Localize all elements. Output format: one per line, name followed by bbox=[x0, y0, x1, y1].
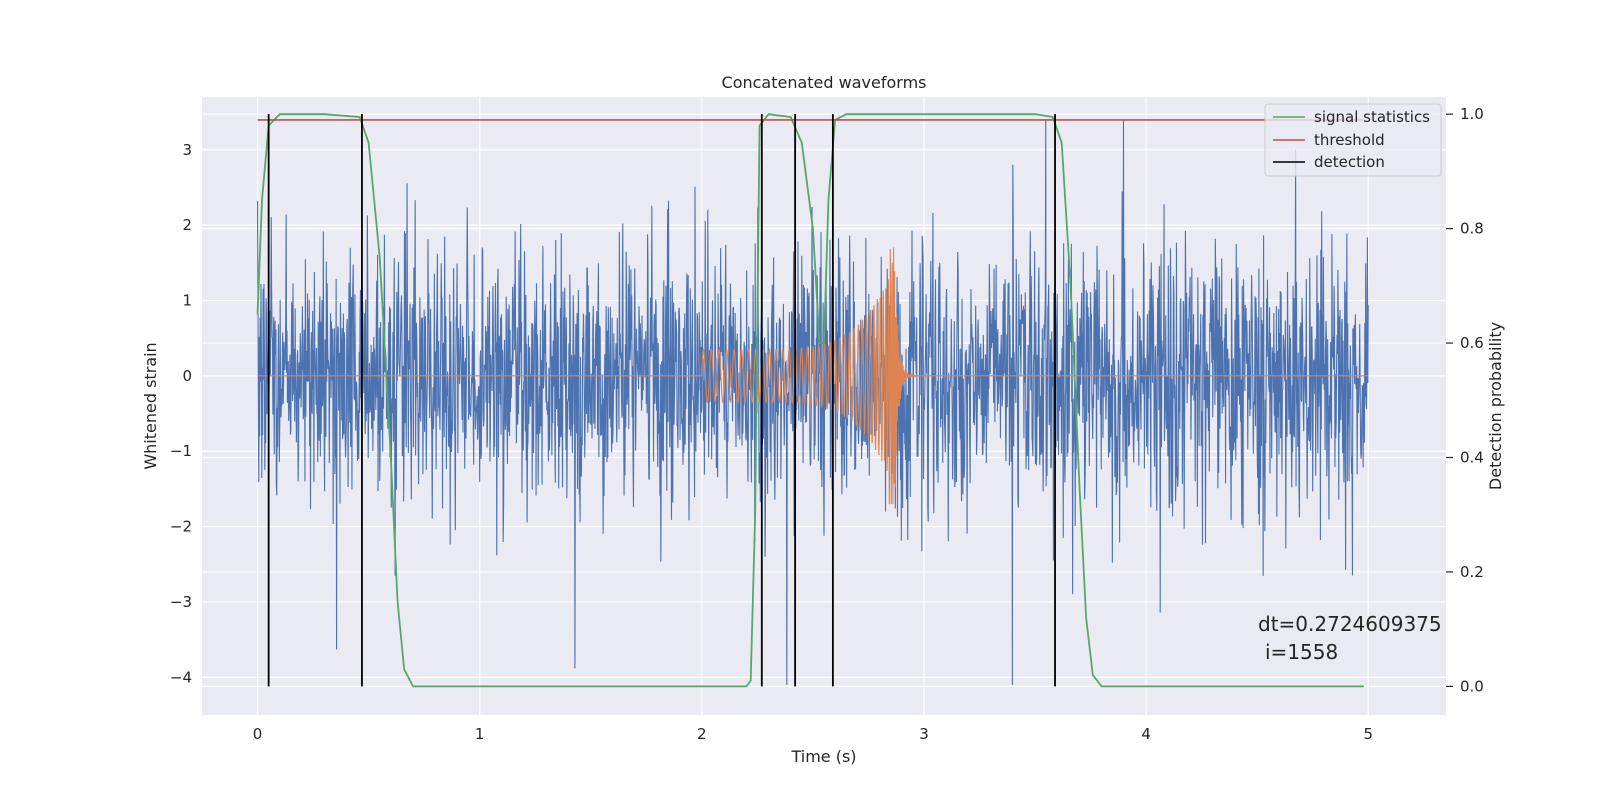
legend: signal statistics threshold detection bbox=[1264, 103, 1442, 177]
y-left-tick-label: −4 bbox=[170, 668, 192, 686]
legend-box bbox=[1264, 103, 1442, 177]
y-left-tick-label: 0 bbox=[182, 367, 192, 385]
series-noise-line bbox=[256, 119, 1369, 685]
x-tick-label: 3 bbox=[919, 725, 929, 743]
y-left-tick-label: −2 bbox=[170, 518, 192, 536]
y-left-tick-label: 2 bbox=[182, 216, 192, 234]
y-left-tick-label: −1 bbox=[170, 442, 192, 460]
x-tick-label: 0 bbox=[253, 725, 263, 743]
x-axis-label: Time (s) bbox=[790, 747, 856, 766]
y-axis-label-left: Whitened strain bbox=[141, 342, 160, 469]
legend-label-signal-statistics: signal statistics bbox=[1314, 108, 1430, 126]
x-tick-label: 2 bbox=[697, 725, 707, 743]
annotation-i: i=1558 bbox=[1265, 640, 1338, 664]
y-left-tick-label: −3 bbox=[170, 593, 192, 611]
series-layer bbox=[256, 113, 1369, 688]
x-tick-label: 5 bbox=[1363, 725, 1373, 743]
y-right-tick-label: 0.4 bbox=[1460, 449, 1484, 467]
x-tick-label: 4 bbox=[1141, 725, 1151, 743]
x-tick-label: 1 bbox=[475, 725, 485, 743]
legend-label-detection: detection bbox=[1314, 153, 1385, 171]
tick-labels: 0 1 2 3 4 5 −4 −3 −2 −1 0 1 2 3 0.0 0.2 0.4 0.6 0.8 1.0 bbox=[170, 105, 1484, 743]
y-left-tick-label: 3 bbox=[182, 141, 192, 159]
legend-label-threshold: threshold bbox=[1314, 131, 1385, 149]
series-signal-statistics-line bbox=[256, 113, 1364, 688]
y-right-tick-label: 0.2 bbox=[1460, 563, 1484, 581]
y-right-tick-label: 1.0 bbox=[1460, 105, 1484, 123]
chart-title: Concatenated waveforms bbox=[722, 73, 927, 92]
y-left-tick-label: 1 bbox=[182, 291, 192, 309]
y-axis-label-right: Detection probability bbox=[1486, 322, 1505, 490]
series-chirp-line bbox=[257, 247, 1369, 505]
annotation-dt: dt=0.2724609375 bbox=[1258, 612, 1442, 636]
y-right-tick-label: 0.6 bbox=[1460, 334, 1484, 352]
y-right-tick-label: 0.8 bbox=[1460, 220, 1484, 238]
y-right-tick-label: 0.0 bbox=[1460, 677, 1484, 695]
